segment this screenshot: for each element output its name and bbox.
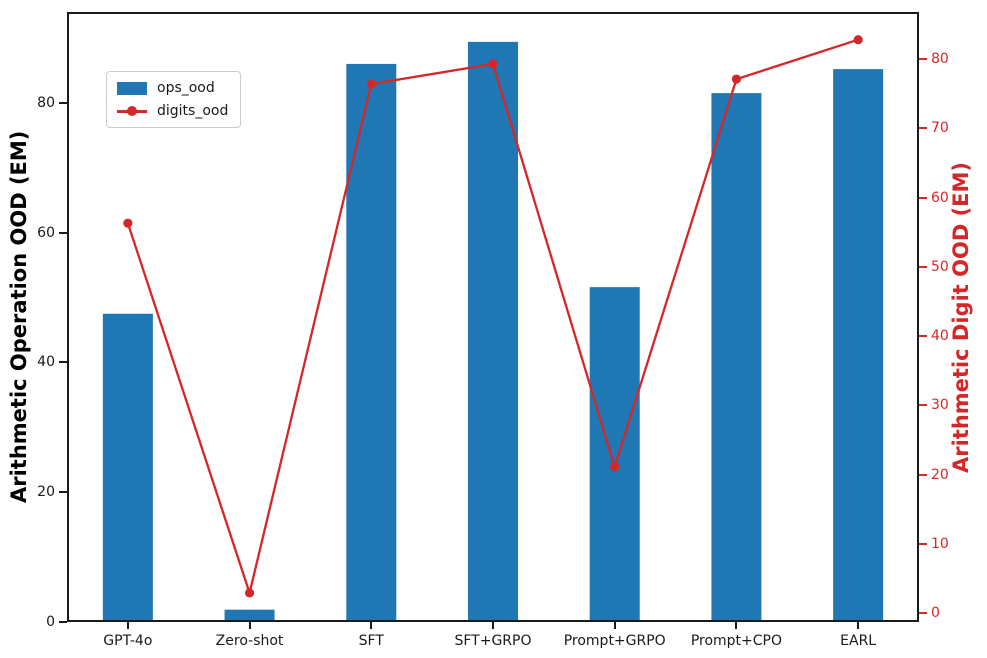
x-axis-tick	[492, 622, 494, 629]
point-SFT	[366, 79, 376, 89]
right-axis-tick	[919, 611, 927, 614]
right-axis-tick	[919, 404, 927, 407]
left-axis-tick	[59, 101, 67, 104]
right-axis-tick-label: 50	[931, 258, 949, 275]
point-EARL	[853, 35, 863, 45]
plot-border	[67, 12, 919, 622]
right-axis-tick-label: 10	[931, 535, 949, 552]
legend-line-swatch-icon	[117, 106, 147, 116]
legend-item-digits-ood: digits_ood	[117, 103, 228, 119]
right-axis-title: Arithmetic Digit OOD (EM)	[949, 161, 973, 473]
right-axis-tick-label: 40	[931, 328, 949, 345]
left-axis-tick	[59, 361, 67, 364]
right-axis-tick	[919, 196, 927, 199]
x-axis-tick-label: Zero-shot	[215, 633, 284, 649]
right-axis-tick	[919, 58, 927, 61]
right-axis-tick	[919, 542, 927, 545]
point-Prompt+CPO	[731, 74, 742, 84]
x-axis-tick-label: SFT+GRPO	[454, 633, 532, 649]
left-axis-tick-label: 0	[46, 614, 55, 630]
right-axis-tick-label: 80	[931, 51, 949, 68]
x-axis-tick	[248, 622, 251, 629]
point-Zero-shot	[244, 588, 255, 598]
point-GPT-4o	[123, 218, 133, 228]
bar-EARL	[833, 69, 884, 622]
right-axis-tick-label: 20	[931, 466, 949, 483]
right-axis-tick-label: 70	[931, 120, 949, 137]
left-axis-tick	[59, 491, 67, 494]
point-Prompt+GRPO	[610, 462, 620, 472]
x-axis-tick	[613, 622, 616, 629]
bar-SFT+GRPO	[468, 41, 518, 622]
legend-label-ops-ood: ops_ood	[157, 80, 215, 96]
right-axis-tick	[919, 473, 927, 476]
left-axis-tick-label: 60	[37, 224, 55, 241]
x-axis-tick	[370, 622, 373, 629]
x-axis-tick-label: Prompt+CPO	[690, 633, 783, 649]
bar-SFT	[346, 63, 397, 622]
plot-area: ops_ood digits_ood	[67, 12, 919, 623]
right-axis-tick-label: 30	[931, 397, 949, 414]
legend-label-digits-ood: digits_ood	[157, 103, 229, 119]
left-axis-tick	[59, 621, 67, 623]
bar-Zero-shot	[224, 609, 275, 622]
right-axis-tick-label: 0	[931, 604, 940, 621]
legend-bar-swatch-icon	[117, 81, 147, 95]
bar-Prompt+CPO	[711, 93, 762, 623]
x-axis-tick	[857, 622, 860, 629]
plot-canvas	[67, 12, 919, 623]
left-axis-tick-label: 80	[37, 94, 55, 111]
left-axis-tick-label: 40	[37, 354, 55, 371]
x-axis-tick-label: EARL	[840, 633, 877, 649]
bar-Prompt+GRPO	[589, 287, 640, 622]
bar-GPT-4o	[102, 313, 153, 622]
right-axis-tick-label: 60	[931, 189, 949, 206]
right-axis-tick	[919, 265, 927, 268]
x-axis-tick-label: SFT	[358, 633, 384, 649]
x-axis-tick	[126, 622, 129, 629]
right-axis-tick	[919, 335, 927, 338]
left-axis-tick-label: 20	[37, 484, 55, 501]
legend: ops_ood digits_ood	[106, 71, 242, 128]
legend-item-ops-ood: ops_ood	[117, 80, 228, 96]
x-axis-tick-label: Prompt+GRPO	[563, 633, 666, 649]
x-axis-tick-label: GPT-4o	[103, 633, 153, 649]
point-SFT+GRPO	[488, 59, 498, 69]
left-axis-tick	[59, 231, 67, 234]
right-axis-tick	[919, 127, 927, 130]
x-axis-tick	[735, 622, 738, 629]
legend-marker-icon	[127, 106, 137, 116]
